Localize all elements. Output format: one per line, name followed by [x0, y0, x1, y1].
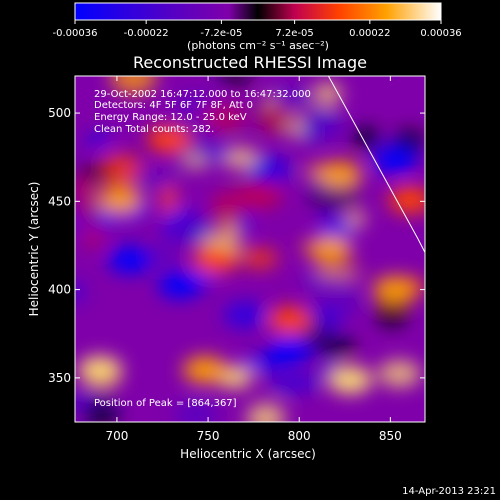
chart-title: Reconstructed RHESSI Image: [133, 53, 367, 72]
energy-range-annotation: Energy Range: 12.0 - 25.0 keV: [94, 112, 247, 123]
y-tick-label: 450: [48, 194, 71, 208]
colorbar-ticks: -0.00036 -0.00022 -7.2e-05 7.2e-05 0.00022 0.…: [53, 20, 462, 39]
plot-frame: [74, 75, 426, 423]
heatmap: [75, 76, 425, 422]
x-tick-label: 850: [379, 429, 402, 443]
colorbar-tick-label: -0.00022: [124, 28, 169, 39]
time-range-annotation: 29-Oct-2002 16:47:12.000 to 16:47:32.000: [94, 89, 311, 100]
clean-counts-annotation: Clean Total counts: 282.: [94, 124, 214, 135]
x-tick-label: 700: [105, 429, 128, 443]
x-axis-label: Heliocentric X (arcsec): [180, 447, 316, 461]
detectors-annotation: Detectors: 4F 5F 6F 7F 8F, Att 0: [94, 100, 253, 111]
footer-timestamp: 14-Apr-2013 23:21: [402, 486, 496, 497]
colorbar: [74, 2, 442, 21]
colorbar-label: (photons cm⁻² s⁻¹ asec⁻²): [187, 39, 329, 52]
colorbar-tick-label: 0.00022: [349, 28, 390, 39]
y-axis-ticks: 350 400 450 500: [48, 106, 425, 385]
x-tick-label: 800: [288, 429, 311, 443]
colorbar-tick-label: 7.2e-05: [275, 28, 313, 39]
colorbar-tick-label: 0.00036: [420, 28, 461, 39]
y-tick-label: 500: [48, 106, 71, 120]
y-axis-label: Heliocentric Y (arcsec): [27, 182, 41, 317]
colorbar-tick-label: -0.00036: [53, 28, 98, 39]
x-tick-label: 750: [197, 429, 220, 443]
colorbar-tick-label: -7.2e-05: [200, 28, 242, 39]
y-tick-label: 400: [48, 283, 71, 297]
y-tick-label: 350: [48, 371, 71, 385]
solar-limb-line: [327, 76, 425, 253]
x-axis-ticks: 700 750 800 850: [105, 76, 402, 443]
peak-position-annotation: Position of Peak = [864,367]: [94, 398, 237, 409]
